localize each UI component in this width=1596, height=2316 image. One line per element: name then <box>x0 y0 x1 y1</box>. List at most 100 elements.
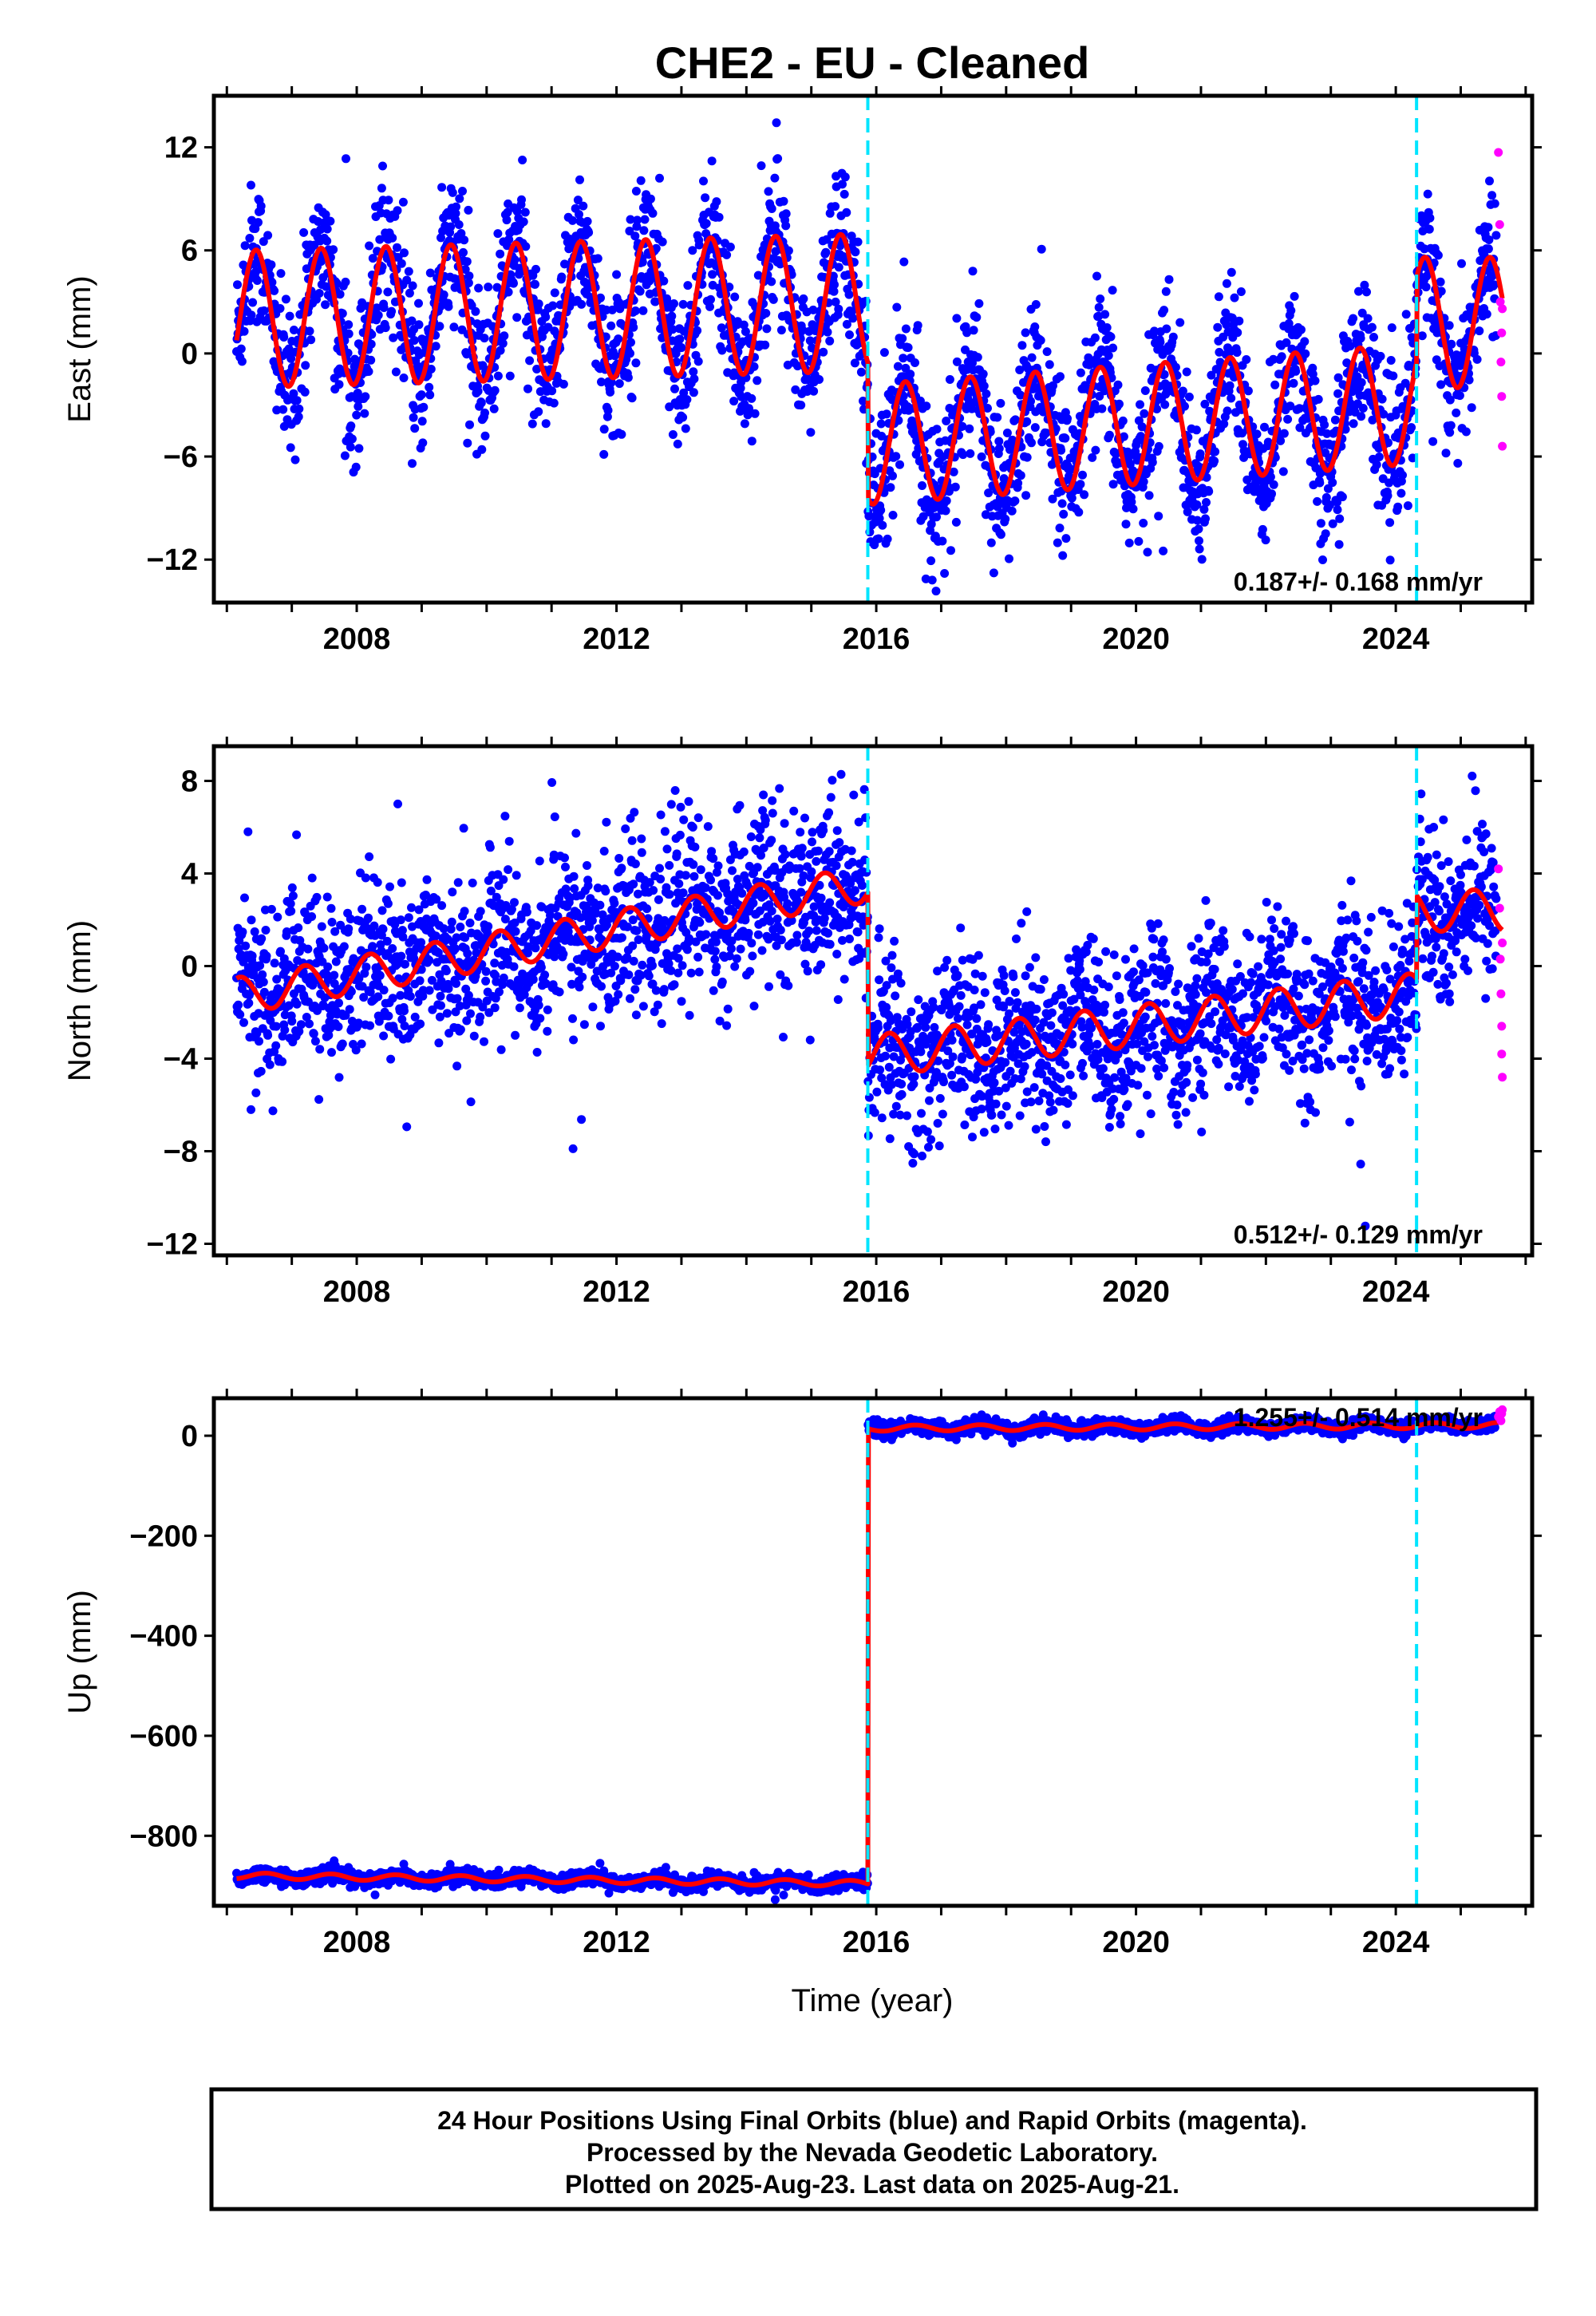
final-orbit-point <box>796 828 805 837</box>
final-orbit-point <box>299 227 309 237</box>
final-orbit-point <box>243 827 253 836</box>
final-orbit-point <box>884 1062 894 1072</box>
final-orbit-point <box>1357 308 1367 318</box>
final-orbit-point <box>1175 318 1185 327</box>
final-orbit-point <box>340 451 350 460</box>
final-orbit-point <box>292 396 302 405</box>
final-orbit-point <box>875 514 884 523</box>
final-orbit-point <box>666 800 676 809</box>
final-orbit-point <box>1318 555 1327 564</box>
final-orbit-point <box>451 944 460 954</box>
final-orbit-point <box>417 390 426 400</box>
final-orbit-point <box>659 985 669 994</box>
final-orbit-point <box>1090 333 1100 342</box>
final-orbit-point <box>1436 287 1446 296</box>
final-orbit-point <box>745 966 755 976</box>
final-orbit-point <box>764 187 773 196</box>
final-orbit-point <box>1425 213 1435 223</box>
final-orbit-point <box>532 1048 542 1057</box>
final-orbit-point <box>275 304 285 313</box>
final-orbit-point <box>703 822 713 832</box>
final-orbit-point <box>439 290 448 299</box>
final-orbit-point <box>708 280 717 290</box>
final-orbit-point <box>693 952 703 962</box>
final-orbit-point <box>1001 514 1010 524</box>
final-orbit-point <box>990 1124 1000 1134</box>
final-orbit-point <box>776 326 786 335</box>
final-orbit-point <box>924 1143 933 1152</box>
final-orbit-point <box>1360 280 1369 290</box>
final-orbit-point <box>460 235 469 245</box>
final-orbit-point <box>689 871 699 881</box>
final-orbit-point <box>550 288 559 298</box>
final-orbit-point <box>1354 287 1363 296</box>
final-orbit-point <box>247 1105 255 1114</box>
final-orbit-point <box>1034 1097 1044 1105</box>
final-orbit-point <box>1194 524 1203 534</box>
final-orbit-point <box>1010 988 1020 998</box>
final-orbit-point <box>384 1011 393 1021</box>
final-orbit-point <box>676 802 685 812</box>
final-orbit-point <box>696 865 705 875</box>
final-orbit-point <box>543 1005 552 1014</box>
final-orbit-point <box>570 884 579 893</box>
final-orbit-point <box>282 927 291 936</box>
final-orbit-point <box>245 234 255 243</box>
final-orbit-point <box>945 375 954 384</box>
final-orbit-point <box>437 1001 445 1010</box>
final-orbit-point <box>665 890 674 899</box>
final-orbit-point <box>396 915 405 925</box>
final-orbit-point <box>1313 496 1322 506</box>
final-orbit-point <box>1191 425 1201 435</box>
final-orbit-point <box>1236 287 1246 296</box>
final-orbit-point <box>839 189 849 199</box>
final-orbit-point <box>1005 997 1014 1006</box>
final-orbit-point <box>465 919 475 927</box>
final-orbit-point <box>528 974 538 984</box>
final-orbit-point <box>740 419 749 429</box>
final-orbit-point <box>1376 351 1385 361</box>
final-orbit-point <box>956 990 966 1000</box>
final-orbit-point <box>462 350 472 359</box>
final-orbit-point <box>630 808 639 817</box>
final-orbit-point <box>803 966 812 976</box>
final-orbit-point <box>503 207 512 217</box>
final-orbit-point <box>679 815 689 824</box>
final-orbit-point <box>1080 490 1089 500</box>
final-orbit-point <box>806 428 816 437</box>
final-orbit-point <box>1021 1039 1031 1049</box>
final-orbit-point <box>444 984 453 994</box>
final-orbit-point <box>670 384 679 393</box>
final-orbit-point <box>568 1144 578 1153</box>
final-orbit-point <box>753 376 762 385</box>
final-orbit-point <box>952 314 962 323</box>
final-orbit-point <box>747 393 757 403</box>
y-tick-label: −6 <box>164 441 198 474</box>
final-orbit-point <box>839 974 849 984</box>
final-orbit-point <box>1345 342 1355 351</box>
final-orbit-point <box>1030 322 1040 331</box>
final-orbit-point <box>1032 1004 1041 1014</box>
final-orbit-point <box>1115 399 1124 409</box>
final-orbit-point <box>767 277 776 287</box>
final-orbit-point <box>768 796 777 805</box>
final-orbit-point <box>559 379 568 389</box>
final-orbit-point <box>1260 422 1269 432</box>
final-orbit-point <box>796 852 806 861</box>
final-orbit-point <box>970 986 979 994</box>
final-orbit-point <box>493 371 503 381</box>
final-orbit-point <box>388 233 397 243</box>
final-orbit-point <box>859 397 867 405</box>
final-orbit-point <box>689 374 699 384</box>
final-orbit-point <box>405 992 415 1001</box>
final-orbit-point <box>626 338 635 347</box>
rapid-orbit-point <box>1498 304 1507 314</box>
final-orbit-point <box>342 154 350 164</box>
final-orbit-point <box>1269 480 1278 489</box>
final-orbit-point <box>632 222 642 231</box>
final-orbit-point <box>958 450 968 460</box>
final-orbit-point <box>1320 420 1329 429</box>
final-orbit-point <box>1485 176 1494 186</box>
final-orbit-point <box>1385 555 1395 565</box>
final-orbit-point <box>307 912 317 921</box>
